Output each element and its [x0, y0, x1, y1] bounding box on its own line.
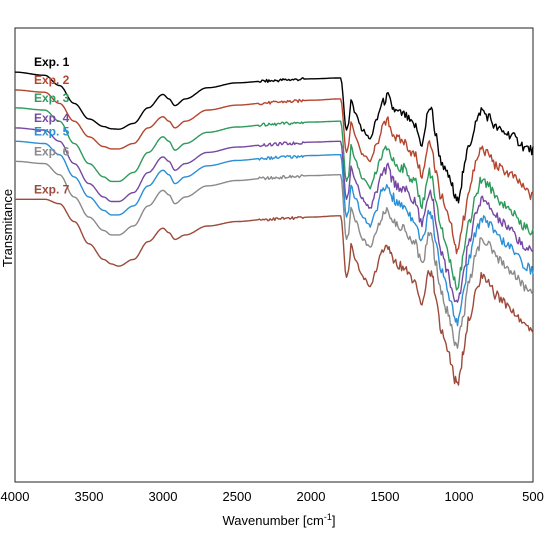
x-tick-label-4000: 4000 [1, 489, 30, 504]
series-line-exp-2 [15, 89, 534, 255]
x-tick-label-2000: 2000 [297, 489, 326, 504]
x-tick-label-2500: 2500 [223, 489, 252, 504]
series-label-exp-2: Exp. 2 [34, 73, 70, 87]
series-line-exp-6 [15, 160, 534, 349]
series-label-exp-5: Exp. 5 [34, 124, 70, 138]
series-line-exp-7 [15, 198, 534, 386]
x-tick-label-1000: 1000 [445, 489, 474, 504]
series-label-exp-3: Exp. 3 [34, 91, 70, 105]
series-line-exp-4 [15, 127, 534, 303]
series-line-exp-5 [15, 140, 534, 327]
series-label-exp-1: Exp. 1 [34, 55, 70, 69]
series-label-exp-6: Exp. 6 [34, 144, 70, 158]
x-tick-label-1500: 1500 [371, 489, 400, 504]
x-axis-title-end: ] [332, 513, 336, 528]
series-line-exp-3 [15, 107, 534, 291]
plot-area-frame [14, 27, 534, 483]
series-line-exp-1 [14, 71, 534, 204]
y-axis-title: Transmitance [0, 189, 15, 267]
series-label-exp-4: Exp. 4 [34, 111, 70, 125]
x-tick-label-500: 500 [522, 489, 544, 504]
x-axis-title-superscript: -1 [324, 512, 332, 522]
x-tick-label-3500: 3500 [75, 489, 104, 504]
x-tick-label-layer: 4000 3500 3000 2500 2000 1500 1000 500 [1, 489, 544, 504]
series-layer [14, 71, 534, 386]
x-tick-label-3000: 3000 [149, 489, 178, 504]
x-axis-title: Wavenumber [cm-1] [222, 512, 335, 528]
series-label-exp-7: Exp. 7 [34, 182, 70, 196]
